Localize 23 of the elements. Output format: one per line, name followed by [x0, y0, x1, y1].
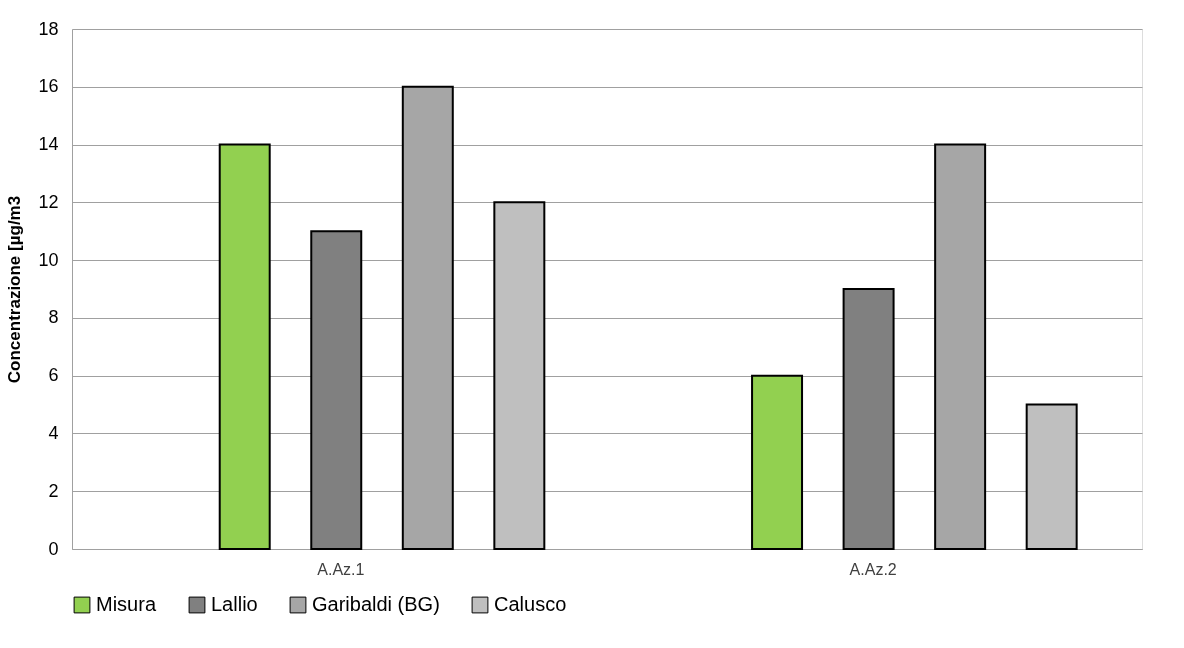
legend-label: Garibaldi (BG) [312, 593, 440, 615]
x-tick-label: A.Az.2 [849, 560, 897, 578]
bar [493, 201, 546, 550]
y-tick-label: 4 [48, 422, 59, 443]
bar [1025, 403, 1078, 550]
y-axis-title: Concentrazione [µg/m3 [5, 195, 25, 384]
bar [751, 374, 804, 550]
y-tick-label: 6 [48, 365, 59, 386]
y-tick-label: 10 [38, 249, 59, 270]
y-tick-label: 16 [38, 76, 59, 97]
y-tick-label: 2 [48, 480, 59, 501]
legend-label: Misura [96, 593, 157, 615]
bar [310, 230, 363, 550]
bar [218, 143, 271, 550]
y-tick-label: 12 [38, 191, 59, 212]
bar [842, 288, 895, 550]
y-tick-label: 8 [48, 307, 59, 328]
legend-label: Calusco [494, 593, 567, 615]
y-tick-label: 14 [38, 134, 59, 155]
y-tick-label: 18 [38, 18, 59, 39]
x-tick-label: A.Az.1 [317, 560, 365, 578]
y-tick-label: 0 [48, 538, 59, 559]
legend-label: Lallio [211, 593, 258, 615]
